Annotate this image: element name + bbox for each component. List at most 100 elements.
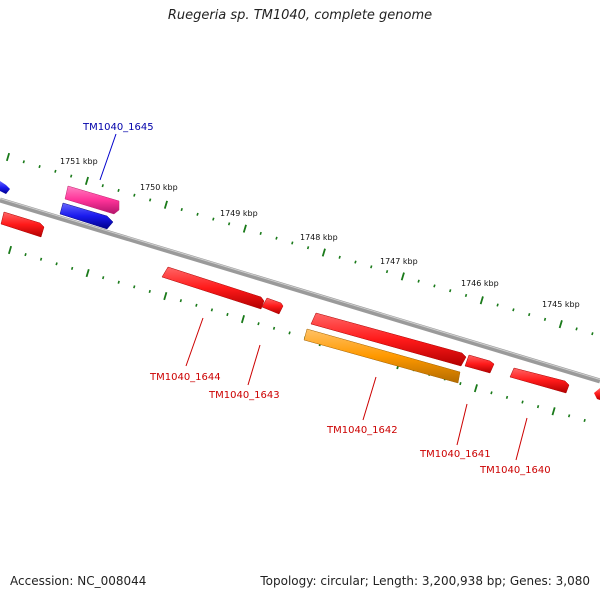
outer-ring-minor-tick [133,193,136,197]
outer-ring-minor-tick [512,308,515,312]
genome-backbone [0,197,600,384]
outer-ring-minor-tick [464,293,468,298]
scale-label-1750: 1750 kbp [140,183,178,192]
gene-arrow-1644 [161,266,265,310]
gene-arrows [0,181,600,400]
outer-ring-minor-tick [370,265,373,269]
inner-ring-major-tick [163,291,168,301]
gene-label-1640: TM1040_1640 [479,465,551,476]
inner-ring-minor-tick [148,289,151,294]
map-title: Ruegeria sp. TM1040, complete genome [167,8,433,23]
gene-arrow-1641 [464,354,495,374]
outer-ring-minor-tick [543,317,547,321]
gene-arrow-1642-orange [303,328,461,384]
gene-arrow-1642 [310,312,467,367]
outer-ring-minor-tick [212,217,215,221]
gene-label-1641: TM1040_1641 [419,449,491,460]
inner-ring-major-tick [240,315,245,324]
label-leaders [99,133,528,461]
inner-ring-minor-tick [459,382,462,386]
inner-ring-minor-tick [567,414,571,418]
scale-label-1745: 1745 kbp [542,300,580,309]
inner-ring-minor-tick [583,418,586,423]
outer-ring-major-tick [400,272,405,281]
inner-ring-major-tick [473,384,478,393]
outer-ring-minor-tick [528,313,531,317]
gene-label-1643: TM1040_1643 [208,390,280,401]
inner-ring-minor-tick [39,257,43,261]
outer-ring-minor-tick [227,222,231,226]
outer-ring-major-tick [321,248,326,257]
outer-ring-minor-tick [180,207,183,212]
leader-1643 [247,344,261,386]
gene-labels: TM1040_1645 TM1040_1644 TM1040_1643 TM10… [82,122,551,476]
outer-ring-minor-tick [338,255,341,259]
outer-ring-minor-tick [148,198,152,202]
inner-ring-minor-tick [179,299,183,303]
accession-text: Accession: NC_008044 [10,574,147,588]
outer-ring-major-tick [242,224,247,233]
outer-ring-minor-tick [259,231,262,235]
outer-ring-minor-tick [70,174,73,178]
leader-1645 [99,133,117,181]
scale-label-1749: 1749 kbp [220,209,258,218]
inner-ring-minor-tick [536,405,540,409]
scale-label-1747: 1747 kbp [380,257,418,266]
topology-text: Topology: circular; Length: 3,200,938 bp… [260,574,590,588]
outer-ring-minor-tick [22,160,25,164]
inner-ring-minor-tick [272,326,276,330]
outer-ring-major-tick [163,200,168,209]
inner-ring-minor-tick [117,280,120,284]
gene-label-1644: TM1040_1644 [149,372,221,383]
gene-arrow-1640 [509,367,570,394]
outer-ring-minor-tick [54,169,57,173]
gene-arrow-blue-partial [0,181,10,194]
outer-ring-minor-tick [385,270,389,274]
gene-arrow-red-partial-left [0,211,45,238]
outer-ring-minor-tick [291,241,294,245]
scale-label-1746: 1746 kbp [461,279,499,288]
outer-ring-minor-tick [417,279,420,283]
inner-ring-major-tick [85,268,90,278]
outer-scale-ring [5,152,594,336]
inner-ring-minor-tick [226,312,229,317]
inner-ring-major-tick [551,407,556,416]
outer-ring-minor-tick [496,303,499,307]
gene-arrow-1645-pink [64,185,120,215]
inner-ring-minor-tick [521,400,524,404]
leader-1644 [185,317,204,367]
inner-ring-minor-tick [55,262,58,266]
scale-labels: 1751 kbp 1750 kbp 1749 kbp 1748 kbp 1747… [60,157,580,309]
outer-ring-minor-tick [354,260,357,264]
gene-arrow-1643 [261,297,284,315]
gene-label-1645: TM1040_1645 [82,122,154,133]
inner-ring-minor-tick [288,331,291,335]
outer-ring-major-tick [558,320,563,329]
inner-ring-minor-tick [102,276,105,280]
scale-label-1751: 1751 kbp [60,157,98,166]
gene-arrow-1645-blue [59,202,114,230]
outer-ring-minor-tick [38,164,41,169]
inner-ring-minor-tick [70,266,74,270]
leader-1641 [456,403,468,446]
outer-ring-major-tick [479,296,484,305]
outer-ring-minor-tick [433,284,436,288]
inner-ring-minor-tick [257,322,260,326]
scale-label-1748: 1748 kbp [300,233,338,242]
outer-ring-minor-tick [196,212,199,216]
outer-ring-minor-tick [117,188,120,193]
inner-ring-minor-tick [490,391,493,395]
inner-ring-minor-tick [505,395,509,399]
inner-ring-major-tick [7,245,13,255]
outer-ring-minor-tick [591,332,594,336]
outer-ring-minor-tick [575,327,578,331]
outer-ring-major-tick [84,176,89,185]
inner-ring-minor-tick [24,253,27,257]
outer-ring-minor-tick [101,184,104,188]
outer-ring-minor-tick [275,236,278,240]
inner-ring-minor-tick [210,308,214,312]
outer-ring-major-tick [5,152,11,162]
inner-ring-minor-tick [195,303,198,307]
inner-scale-ring [7,245,586,423]
